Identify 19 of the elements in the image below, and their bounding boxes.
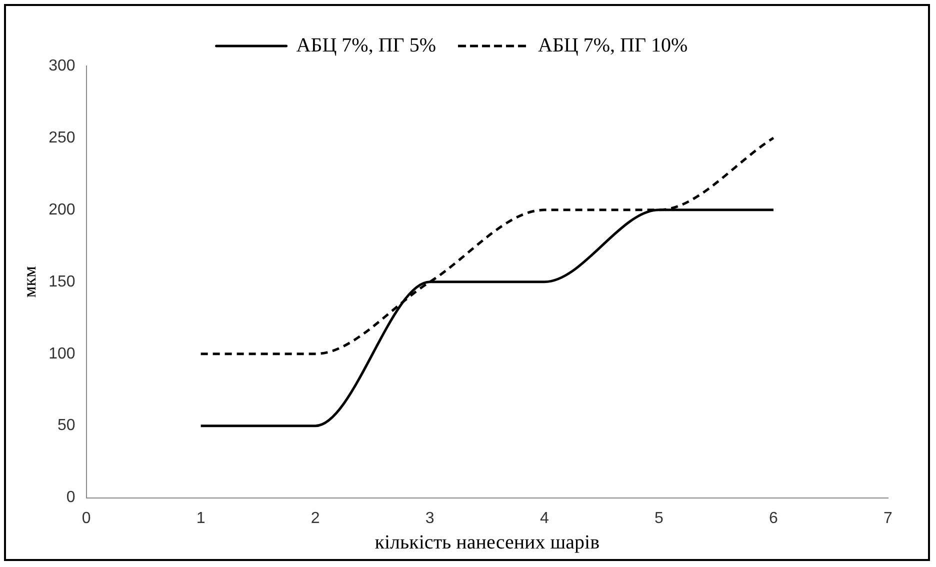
x-axis-title: кількість нанесених шарів (374, 531, 600, 554)
y-tick-label: 200 (48, 201, 76, 218)
x-tick-label: 2 (310, 510, 320, 527)
y-tick-label: 50 (58, 417, 76, 434)
x-tick-label: 7 (884, 510, 893, 527)
x-tick-label: 3 (425, 510, 434, 527)
y-tick-label: 250 (48, 129, 76, 146)
y-tick-label: 150 (48, 273, 76, 290)
x-tick-label: 5 (654, 510, 664, 527)
x-tick-label: 0 (82, 510, 91, 527)
y-tick-label: 100 (48, 345, 76, 362)
legend-label: АБЦ 7%, ПГ 5% (296, 34, 436, 56)
y-tick-label: 0 (66, 489, 76, 506)
y-tick-label: 300 (48, 57, 76, 74)
x-tick-label: 4 (540, 510, 549, 527)
y-axis-title: мкм (20, 266, 40, 298)
x-tick-label: 6 (769, 510, 778, 527)
legend-label: АБЦ 7%, ПГ 10% (538, 34, 688, 56)
x-tick-label: 1 (196, 510, 206, 527)
